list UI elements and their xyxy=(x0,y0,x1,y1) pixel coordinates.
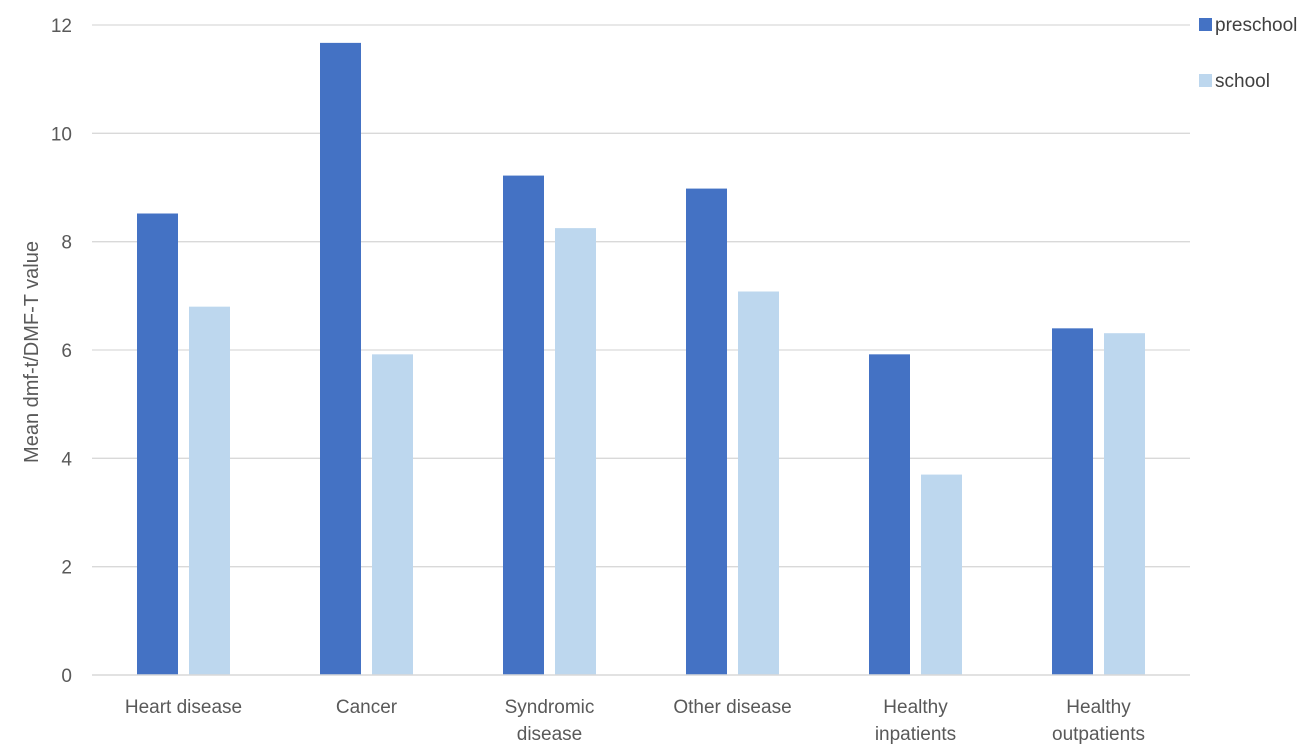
bar-preschool xyxy=(137,213,178,675)
bar-school xyxy=(1104,333,1145,675)
bar-preschool xyxy=(1052,328,1093,675)
legend-swatch-preschool xyxy=(1199,18,1212,31)
x-tick-label: Healthy xyxy=(1066,697,1131,718)
y-axis-title: Mean dmf-t/DMF-T value xyxy=(21,241,43,463)
x-tick-label: Heart disease xyxy=(125,697,242,718)
bar-school xyxy=(189,306,230,675)
bar-school xyxy=(921,474,962,675)
y-tick-label: 10 xyxy=(51,124,72,145)
axes: 0 2 4 6 8 10 12 Heart disease Cancer Syndromic dis… xyxy=(51,16,1190,745)
bar-school xyxy=(555,228,596,675)
x-tick-label: Syndromic xyxy=(505,697,595,718)
bar-preschool xyxy=(503,175,544,676)
y-tick-label: 12 xyxy=(51,16,72,37)
gridlines xyxy=(92,24,1190,568)
y-tick-label: 0 xyxy=(61,666,72,687)
legend-label-preschool: preschool xyxy=(1215,15,1297,36)
legend-swatch-school xyxy=(1199,74,1212,87)
x-tick-label: Cancer xyxy=(336,697,398,718)
y-tick-label: 8 xyxy=(61,233,72,254)
bars xyxy=(137,42,1145,676)
y-tick-label: 4 xyxy=(61,449,72,470)
bar-school xyxy=(372,354,413,675)
y-tick-label: 2 xyxy=(61,558,72,579)
bar-school xyxy=(738,291,779,675)
x-tick-label: inpatients xyxy=(875,724,956,745)
x-tick-label: Healthy xyxy=(883,697,948,718)
bar-preschool xyxy=(320,42,361,675)
bar-preschool xyxy=(686,188,727,676)
legend-label-school: school xyxy=(1215,71,1270,92)
y-tick-label: 6 xyxy=(61,341,72,362)
x-tick-label: outpatients xyxy=(1052,724,1145,745)
legend: preschool school xyxy=(1199,15,1297,92)
x-tick-label: Other disease xyxy=(673,697,791,718)
x-tick-label: disease xyxy=(517,724,583,745)
bar-preschool xyxy=(869,354,910,675)
